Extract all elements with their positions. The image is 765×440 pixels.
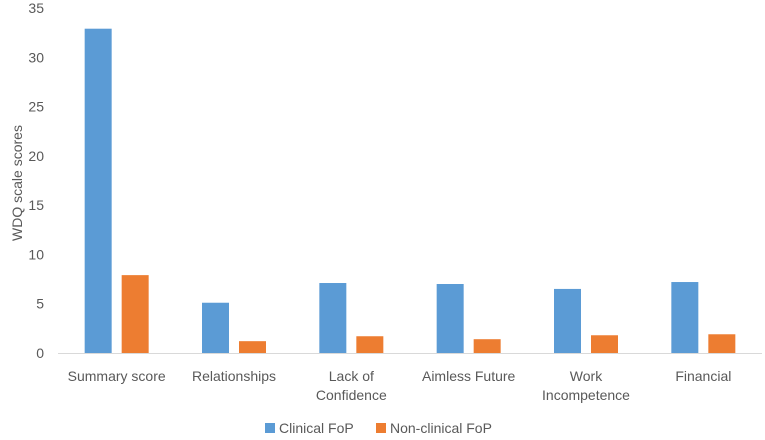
bar-clinical-fop-4 — [554, 288, 581, 353]
legend-label-1: Non-clinical FoP — [390, 420, 492, 436]
bar-clinical-fop-5 — [671, 282, 699, 353]
x-category-label: Summary score — [68, 368, 166, 384]
y-axis-ticks: 0 5 10 15 20 25 30 35 — [28, 0, 44, 361]
y-tick-label: 15 — [28, 197, 44, 213]
bar-non-clinical-fop-4 — [591, 335, 618, 353]
bar-non-clinical-fop-2 — [356, 336, 384, 353]
x-category-label: Work Incompetence — [542, 368, 630, 403]
x-category-label: Lack of Confidence — [316, 368, 387, 403]
y-tick-label: 30 — [28, 49, 44, 65]
x-category-label: Aimless Future — [422, 368, 516, 384]
bar-non-clinical-fop-0 — [121, 275, 149, 353]
legend-swatch-1 — [376, 423, 386, 433]
y-axis-title: WDQ scale scores — [9, 125, 25, 241]
bar-non-clinical-fop-1 — [239, 341, 266, 353]
bar-non-clinical-fop-5 — [708, 334, 736, 353]
x-axis-labels: Summary score Relationships Lack of Confide… — [68, 368, 732, 403]
legend: Clinical FoP Non-clinical FoP — [265, 420, 492, 436]
x-category-label: Financial — [675, 368, 731, 384]
y-tick-label: 25 — [28, 99, 44, 115]
x-category-label: Relationships — [192, 368, 276, 384]
bar-clinical-fop-0 — [84, 28, 112, 353]
bar-clinical-fop-3 — [436, 284, 464, 353]
y-tick-label: 20 — [28, 148, 44, 164]
bar-clinical-fop-2 — [319, 283, 347, 353]
bar-clinical-fop-1 — [202, 302, 229, 353]
y-tick-label: 35 — [28, 0, 44, 16]
bar-non-clinical-fop-3 — [473, 339, 501, 353]
y-tick-label: 5 — [36, 296, 44, 312]
legend-swatch-0 — [265, 423, 275, 433]
y-tick-label: 0 — [36, 345, 44, 361]
bars — [84, 28, 736, 353]
legend-label-0: Clinical FoP — [279, 420, 354, 436]
y-tick-label: 10 — [28, 246, 44, 262]
